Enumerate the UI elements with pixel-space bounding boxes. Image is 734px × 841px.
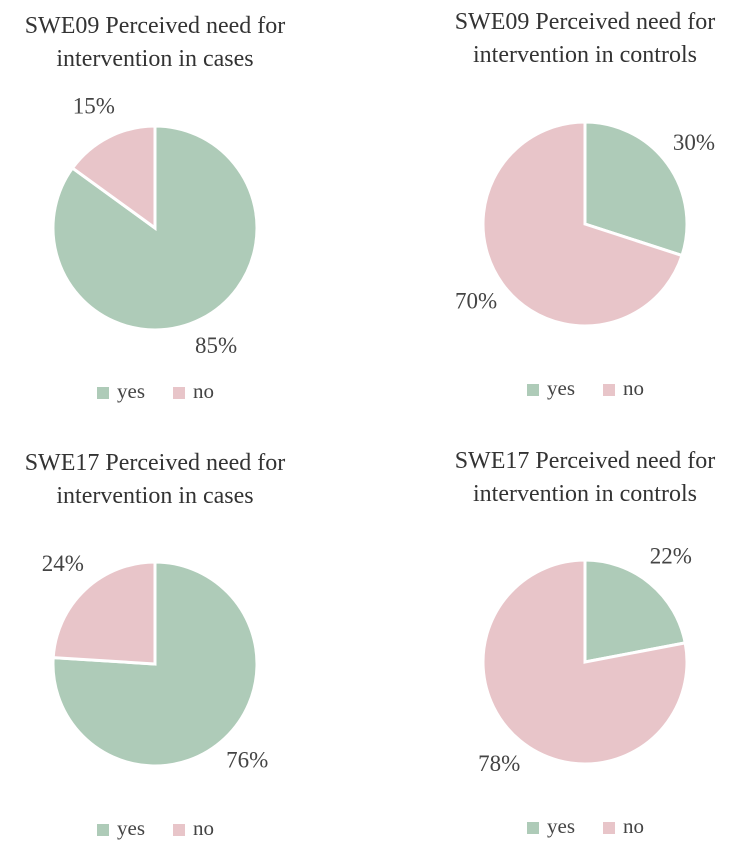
legend-swatch	[173, 387, 185, 399]
legend-swatch	[527, 822, 539, 834]
chart-title: SWE09 Perceived need for intervention in…	[454, 9, 716, 68]
legend-swatch	[97, 387, 109, 399]
legend-label: yes	[117, 816, 145, 840]
legend-label: no	[623, 814, 644, 838]
legend-label: yes	[117, 379, 145, 403]
legend-swatch	[173, 824, 185, 836]
data-label: 24%	[42, 551, 84, 576]
pie-slice	[583, 558, 687, 664]
pie-slice	[481, 120, 684, 328]
legend-label: no	[623, 376, 644, 400]
data-label: 70%	[455, 288, 497, 313]
chart-title: SWE09 Perceived need for intervention in…	[24, 13, 286, 72]
chart-title: SWE17 Perceived need for intervention in…	[454, 448, 716, 507]
data-label: 85%	[195, 333, 237, 358]
legend-swatch	[603, 384, 615, 396]
pie-slice	[51, 560, 157, 666]
pie-slice	[583, 120, 689, 258]
pie-slice	[481, 558, 689, 766]
legend-swatch	[97, 824, 109, 836]
legend-swatch	[527, 384, 539, 396]
data-label: 15%	[73, 93, 115, 118]
legend-label: no	[193, 816, 214, 840]
legend-swatch	[603, 822, 615, 834]
legend-label: yes	[547, 814, 575, 838]
legend-label: yes	[547, 376, 575, 400]
data-label: 76%	[226, 747, 268, 772]
pie-slice	[70, 124, 157, 231]
legend-label: no	[193, 379, 214, 403]
data-label: 22%	[650, 544, 692, 569]
data-label: 78%	[478, 751, 520, 776]
data-label: 30%	[673, 130, 715, 155]
chart-title: SWE17 Perceived need for intervention in…	[24, 450, 286, 509]
